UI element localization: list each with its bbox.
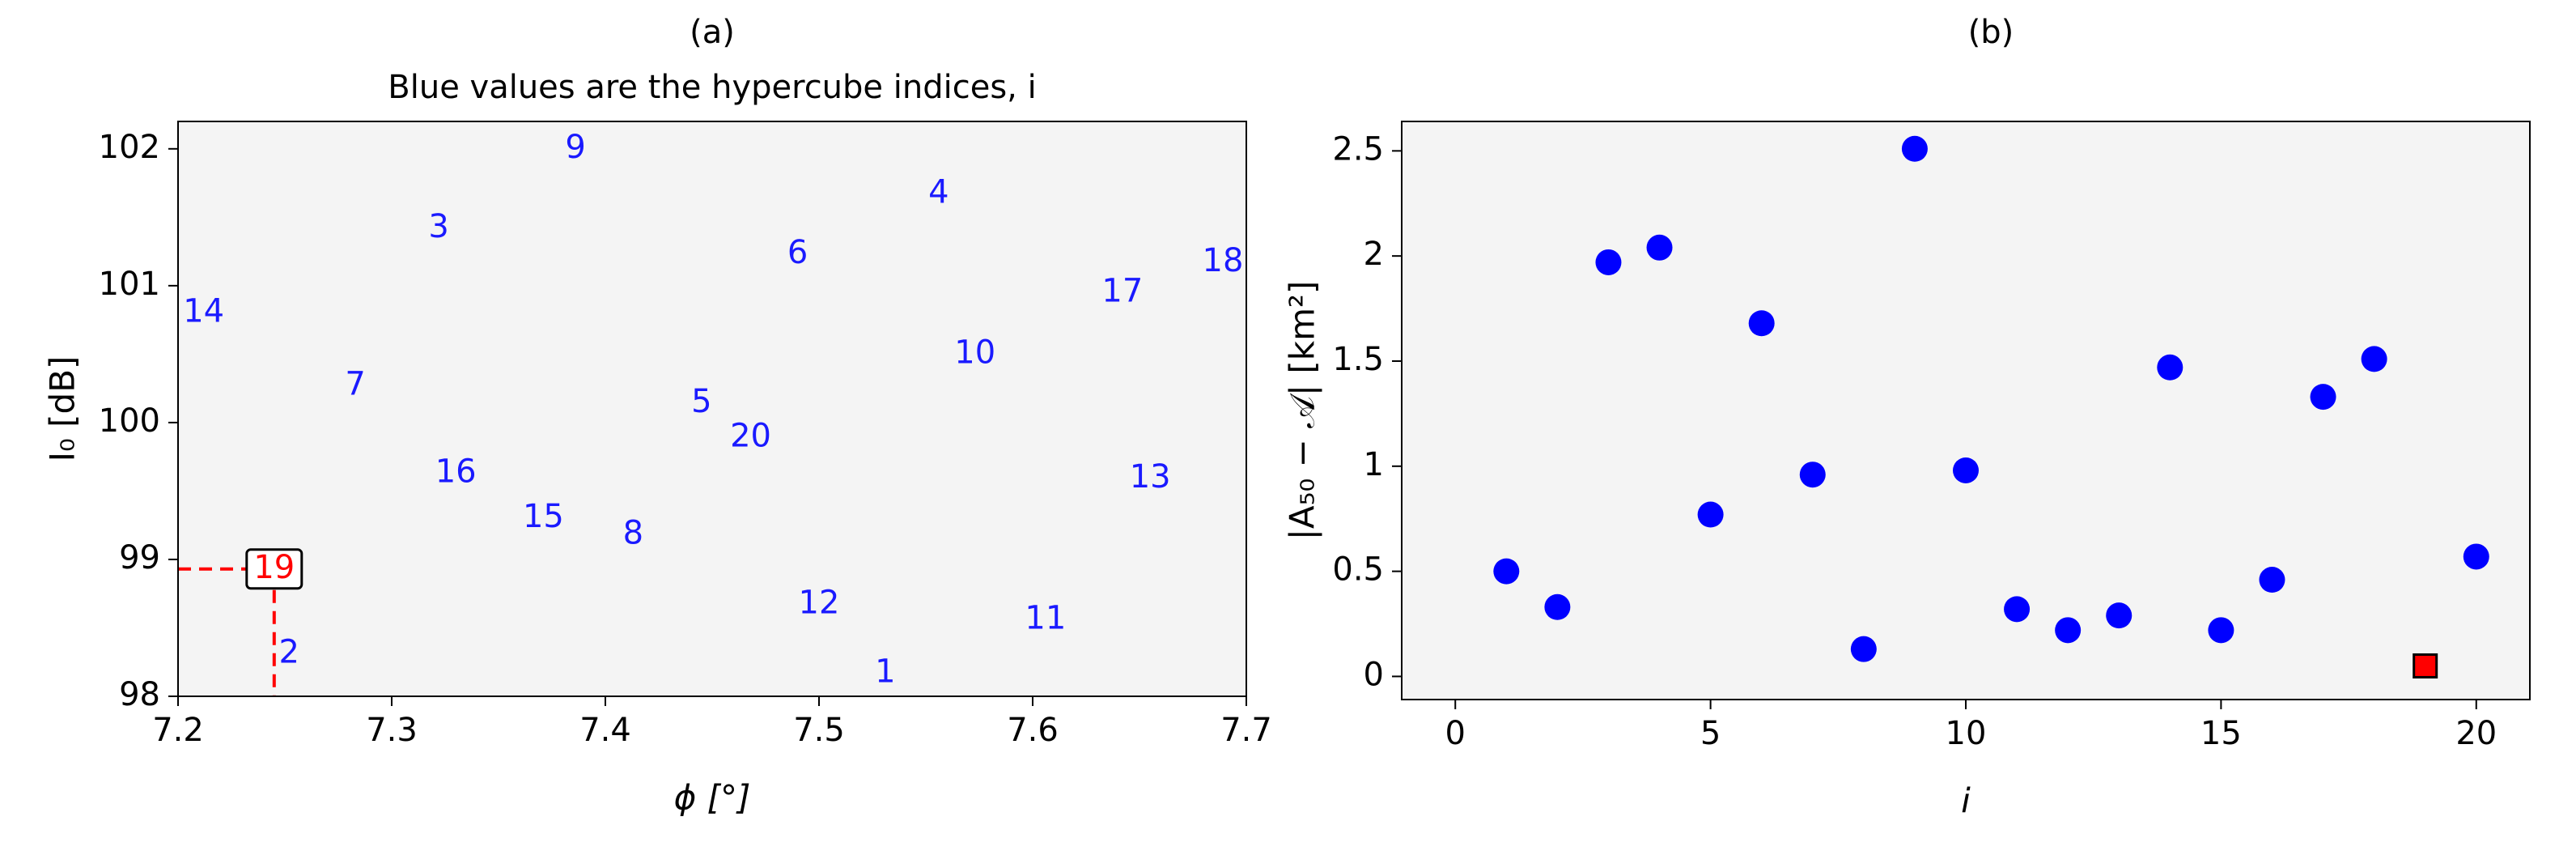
- marker: [1493, 558, 1520, 585]
- y-tick-label: 0: [1364, 656, 1384, 693]
- x-tick-label: 0: [1445, 715, 1466, 752]
- marker: [2361, 346, 2387, 372]
- index-label: 15: [523, 498, 564, 535]
- y-tick-label: 99: [119, 539, 160, 576]
- index-label: 16: [435, 453, 477, 490]
- index-label: 19: [253, 549, 295, 586]
- marker: [2310, 384, 2336, 410]
- x-tick-label: 7.4: [579, 712, 631, 749]
- index-label: 13: [1130, 458, 1171, 496]
- index-label: 3: [428, 208, 448, 245]
- marker: [1953, 457, 1979, 483]
- marker: [2055, 617, 2082, 644]
- y-tick-label: 1: [1364, 446, 1384, 483]
- marker: [2004, 596, 2031, 623]
- y-axis-title: |A₅₀ − 𝒜| [km²]: [1283, 281, 1322, 541]
- marker: [1544, 593, 1571, 620]
- marker: [2208, 617, 2234, 644]
- x-tick-label: 7.7: [1220, 712, 1272, 749]
- plot-area: [1402, 121, 2530, 700]
- marker: [1799, 462, 1826, 488]
- index-label: 14: [183, 293, 224, 330]
- index-label: 20: [730, 418, 771, 455]
- index-label: 12: [799, 585, 840, 622]
- y-tick-label: 98: [119, 676, 160, 713]
- index-label: 7: [345, 365, 365, 402]
- marker: [1850, 636, 1877, 662]
- x-tick-label: 10: [1946, 715, 1987, 752]
- index-label: 2: [279, 634, 299, 671]
- marker: [2157, 354, 2183, 381]
- index-label: 4: [928, 174, 948, 211]
- x-axis-title: i: [1961, 781, 1971, 821]
- marker: [2106, 602, 2133, 629]
- x-tick-label: 5: [1700, 715, 1721, 752]
- y-tick-label: 0.5: [1332, 551, 1384, 589]
- plot-area: [178, 121, 1246, 696]
- plot-frame: [177, 121, 1247, 697]
- marker: [1595, 249, 1622, 275]
- marker: [2259, 567, 2285, 593]
- y-tick-label: 2.5: [1332, 130, 1384, 168]
- index-label: 5: [691, 383, 711, 420]
- marker: [2413, 653, 2438, 678]
- index-label: 11: [1025, 599, 1066, 636]
- marker: [2463, 543, 2489, 570]
- x-axis-title: ϕ [°]: [674, 778, 751, 818]
- panel-title: (b): [1968, 14, 2014, 51]
- y-tick-label: 2: [1364, 236, 1384, 273]
- x-tick-label: 7.3: [366, 712, 418, 749]
- index-label: 1: [875, 653, 895, 690]
- index-label: 10: [954, 334, 995, 371]
- panel-title: (a): [690, 14, 735, 51]
- label-box: [245, 548, 303, 590]
- y-tick-label: 100: [99, 402, 160, 440]
- panel-subtitle: Blue values are the hypercube indices, i: [388, 69, 1036, 106]
- index-label: 6: [787, 234, 808, 271]
- index-label: 9: [565, 129, 585, 166]
- x-tick-label: 20: [2455, 715, 2497, 752]
- x-tick-label: 7.5: [793, 712, 845, 749]
- y-tick-label: 101: [99, 266, 160, 303]
- x-tick-label: 7.6: [1007, 712, 1059, 749]
- x-tick-label: 15: [2200, 715, 2242, 752]
- index-label: 17: [1101, 272, 1143, 309]
- marker: [1646, 234, 1673, 261]
- y-axis-title: I₀ [dB]: [43, 356, 83, 462]
- marker: [1697, 501, 1724, 528]
- y-tick-label: 1.5: [1332, 341, 1384, 378]
- index-label: 18: [1203, 242, 1244, 279]
- plot-frame: [1401, 121, 2531, 700]
- marker: [1748, 310, 1775, 337]
- x-tick-label: 7.2: [152, 712, 204, 749]
- index-label: 8: [623, 515, 643, 552]
- marker: [1901, 135, 1928, 162]
- y-tick-label: 102: [99, 129, 160, 166]
